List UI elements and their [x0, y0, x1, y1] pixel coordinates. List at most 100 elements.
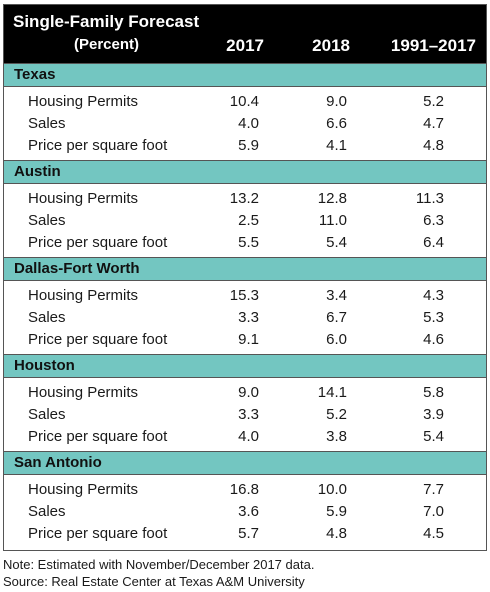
cell-value: 4.1 — [326, 137, 347, 154]
row-label: Sales — [28, 212, 66, 229]
cell-value: 6.7 — [326, 309, 347, 326]
cell-value: 14.1 — [317, 384, 347, 401]
note-text: Note: Estimated with November/December 2… — [3, 557, 315, 572]
table-subtitle: (Percent) — [74, 36, 140, 53]
forecast-table: Single-Family Forecast (Percent) 2017 20… — [3, 4, 487, 551]
table-row: Price per square foot 4.0 3.8 5.4 — [4, 426, 486, 448]
table-row: Price per square foot 5.5 5.4 6.4 — [4, 232, 486, 254]
cell-value: 5.5 — [238, 234, 259, 251]
table-row: Price per square foot 5.7 4.8 4.5 — [4, 523, 486, 545]
cell-value: 13.2 — [229, 190, 259, 207]
table-row: Housing Permits 13.2 12.8 11.3 — [4, 188, 486, 210]
column-header-2017: 2017 — [226, 36, 264, 55]
row-label: Price per square foot — [28, 137, 168, 154]
table-header: Single-Family Forecast (Percent) 2017 20… — [4, 5, 486, 63]
cell-value: 5.9 — [238, 137, 259, 154]
table-row: Sales 3.3 5.2 3.9 — [4, 404, 486, 426]
section-san-antonio: San Antonio Housing Permits 16.8 10.0 7.7 Sal… — [4, 451, 486, 548]
cell-value: 5.4 — [326, 234, 347, 251]
row-label: Sales — [28, 115, 66, 132]
cell-value: 4.0 — [238, 428, 259, 445]
table-row: Housing Permits 15.3 3.4 4.3 — [4, 285, 486, 307]
cell-value: 3.4 — [326, 287, 347, 304]
table-row: Sales 4.0 6.6 4.7 — [4, 113, 486, 135]
cell-value: 5.3 — [423, 309, 444, 326]
cell-value: 4.8 — [326, 525, 347, 542]
row-label: Sales — [28, 406, 66, 423]
source-text: Source: Real Estate Center at Texas A&M … — [3, 574, 305, 589]
table-row: Housing Permits 16.8 10.0 7.7 — [4, 479, 486, 501]
cell-value: 3.8 — [326, 428, 347, 445]
section-houston: Houston Housing Permits 9.0 14.1 5.8 Sales 3.3… — [4, 354, 486, 451]
section-title: San Antonio — [14, 454, 102, 471]
section-header: Texas — [4, 63, 486, 87]
cell-value: 7.0 — [423, 503, 444, 520]
row-label: Housing Permits — [28, 190, 139, 207]
cell-value: 5.8 — [423, 384, 444, 401]
section-header: San Antonio — [4, 451, 486, 475]
column-header-1991-2017: 1991–2017 — [390, 36, 476, 55]
column-header-2018: 2018 — [312, 36, 350, 55]
row-label: Housing Permits — [28, 287, 139, 304]
section-austin: Austin Housing Permits 13.2 12.8 11.3 Sales 2.… — [4, 160, 486, 257]
row-label: Sales — [28, 503, 66, 520]
section-title: Houston — [14, 357, 75, 374]
table-row: Sales 3.3 6.7 5.3 — [4, 307, 486, 329]
cell-value: 9.0 — [238, 384, 259, 401]
cell-value: 11.0 — [318, 212, 347, 229]
cell-value: 3.3 — [238, 406, 259, 423]
section-title: Austin — [14, 163, 61, 180]
table-row: Housing Permits 9.0 14.1 5.8 — [4, 382, 486, 404]
row-label: Housing Permits — [28, 93, 139, 110]
table-row: Price per square foot 9.1 6.0 4.6 — [4, 329, 486, 351]
row-label: Price per square foot — [28, 428, 168, 445]
cell-value: 6.0 — [326, 331, 347, 348]
section-dallas-fort-worth: Dallas-Fort Worth Housing Permits 15.3 3.4 4… — [4, 257, 486, 354]
cell-value: 2.5 — [238, 212, 259, 229]
cell-value: 5.9 — [326, 503, 347, 520]
cell-value: 3.3 — [238, 309, 259, 326]
cell-value: 15.3 — [229, 287, 259, 304]
cell-value: 6.3 — [423, 212, 444, 229]
cell-value: 4.7 — [423, 115, 444, 132]
table-notes: Note: Estimated with November/December 2… — [3, 556, 314, 590]
cell-value: 10.0 — [317, 481, 347, 498]
cell-value: 11.3 — [415, 190, 444, 207]
table-row: Housing Permits 10.4 9.0 5.2 — [4, 91, 486, 113]
cell-value: 4.0 — [238, 115, 259, 132]
cell-value: 4.6 — [423, 331, 444, 348]
section-texas: Texas Housing Permits 10.4 9.0 5.2 Sales 4.0 6.… — [4, 63, 486, 160]
cell-value: 3.6 — [238, 503, 259, 520]
section-title: Dallas-Fort Worth — [14, 260, 140, 277]
cell-value: 3.9 — [423, 406, 444, 423]
cell-value: 9.1 — [238, 331, 259, 348]
section-title: Texas — [14, 66, 56, 83]
table-row: Sales 3.6 5.9 7.0 — [4, 501, 486, 523]
cell-value: 12.8 — [317, 190, 347, 207]
cell-value: 5.7 — [238, 525, 259, 542]
row-label: Price per square foot — [28, 234, 168, 251]
row-label: Housing Permits — [28, 481, 139, 498]
cell-value: 16.8 — [229, 481, 259, 498]
table-title: Single-Family Forecast — [13, 12, 200, 31]
cell-value: 4.3 — [423, 287, 444, 304]
cell-value: 10.4 — [229, 93, 259, 110]
row-label: Price per square foot — [28, 331, 168, 348]
cell-value: 5.4 — [423, 428, 444, 445]
section-header: Dallas-Fort Worth — [4, 257, 486, 281]
cell-value: 7.7 — [423, 481, 444, 498]
row-label: Price per square foot — [28, 525, 168, 542]
cell-value: 5.2 — [423, 93, 444, 110]
cell-value: 9.0 — [326, 93, 347, 110]
cell-value: 4.5 — [423, 525, 444, 542]
section-header: Houston — [4, 354, 486, 378]
cell-value: 6.6 — [326, 115, 347, 132]
cell-value: 4.8 — [423, 137, 444, 154]
cell-value: 5.2 — [326, 406, 347, 423]
cell-value: 6.4 — [423, 234, 444, 251]
row-label: Sales — [28, 309, 66, 326]
row-label: Housing Permits — [28, 384, 139, 401]
table-row: Price per square foot 5.9 4.1 4.8 — [4, 135, 486, 157]
section-header: Austin — [4, 160, 486, 184]
table-row: Sales 2.5 11.0 6.3 — [4, 210, 486, 232]
